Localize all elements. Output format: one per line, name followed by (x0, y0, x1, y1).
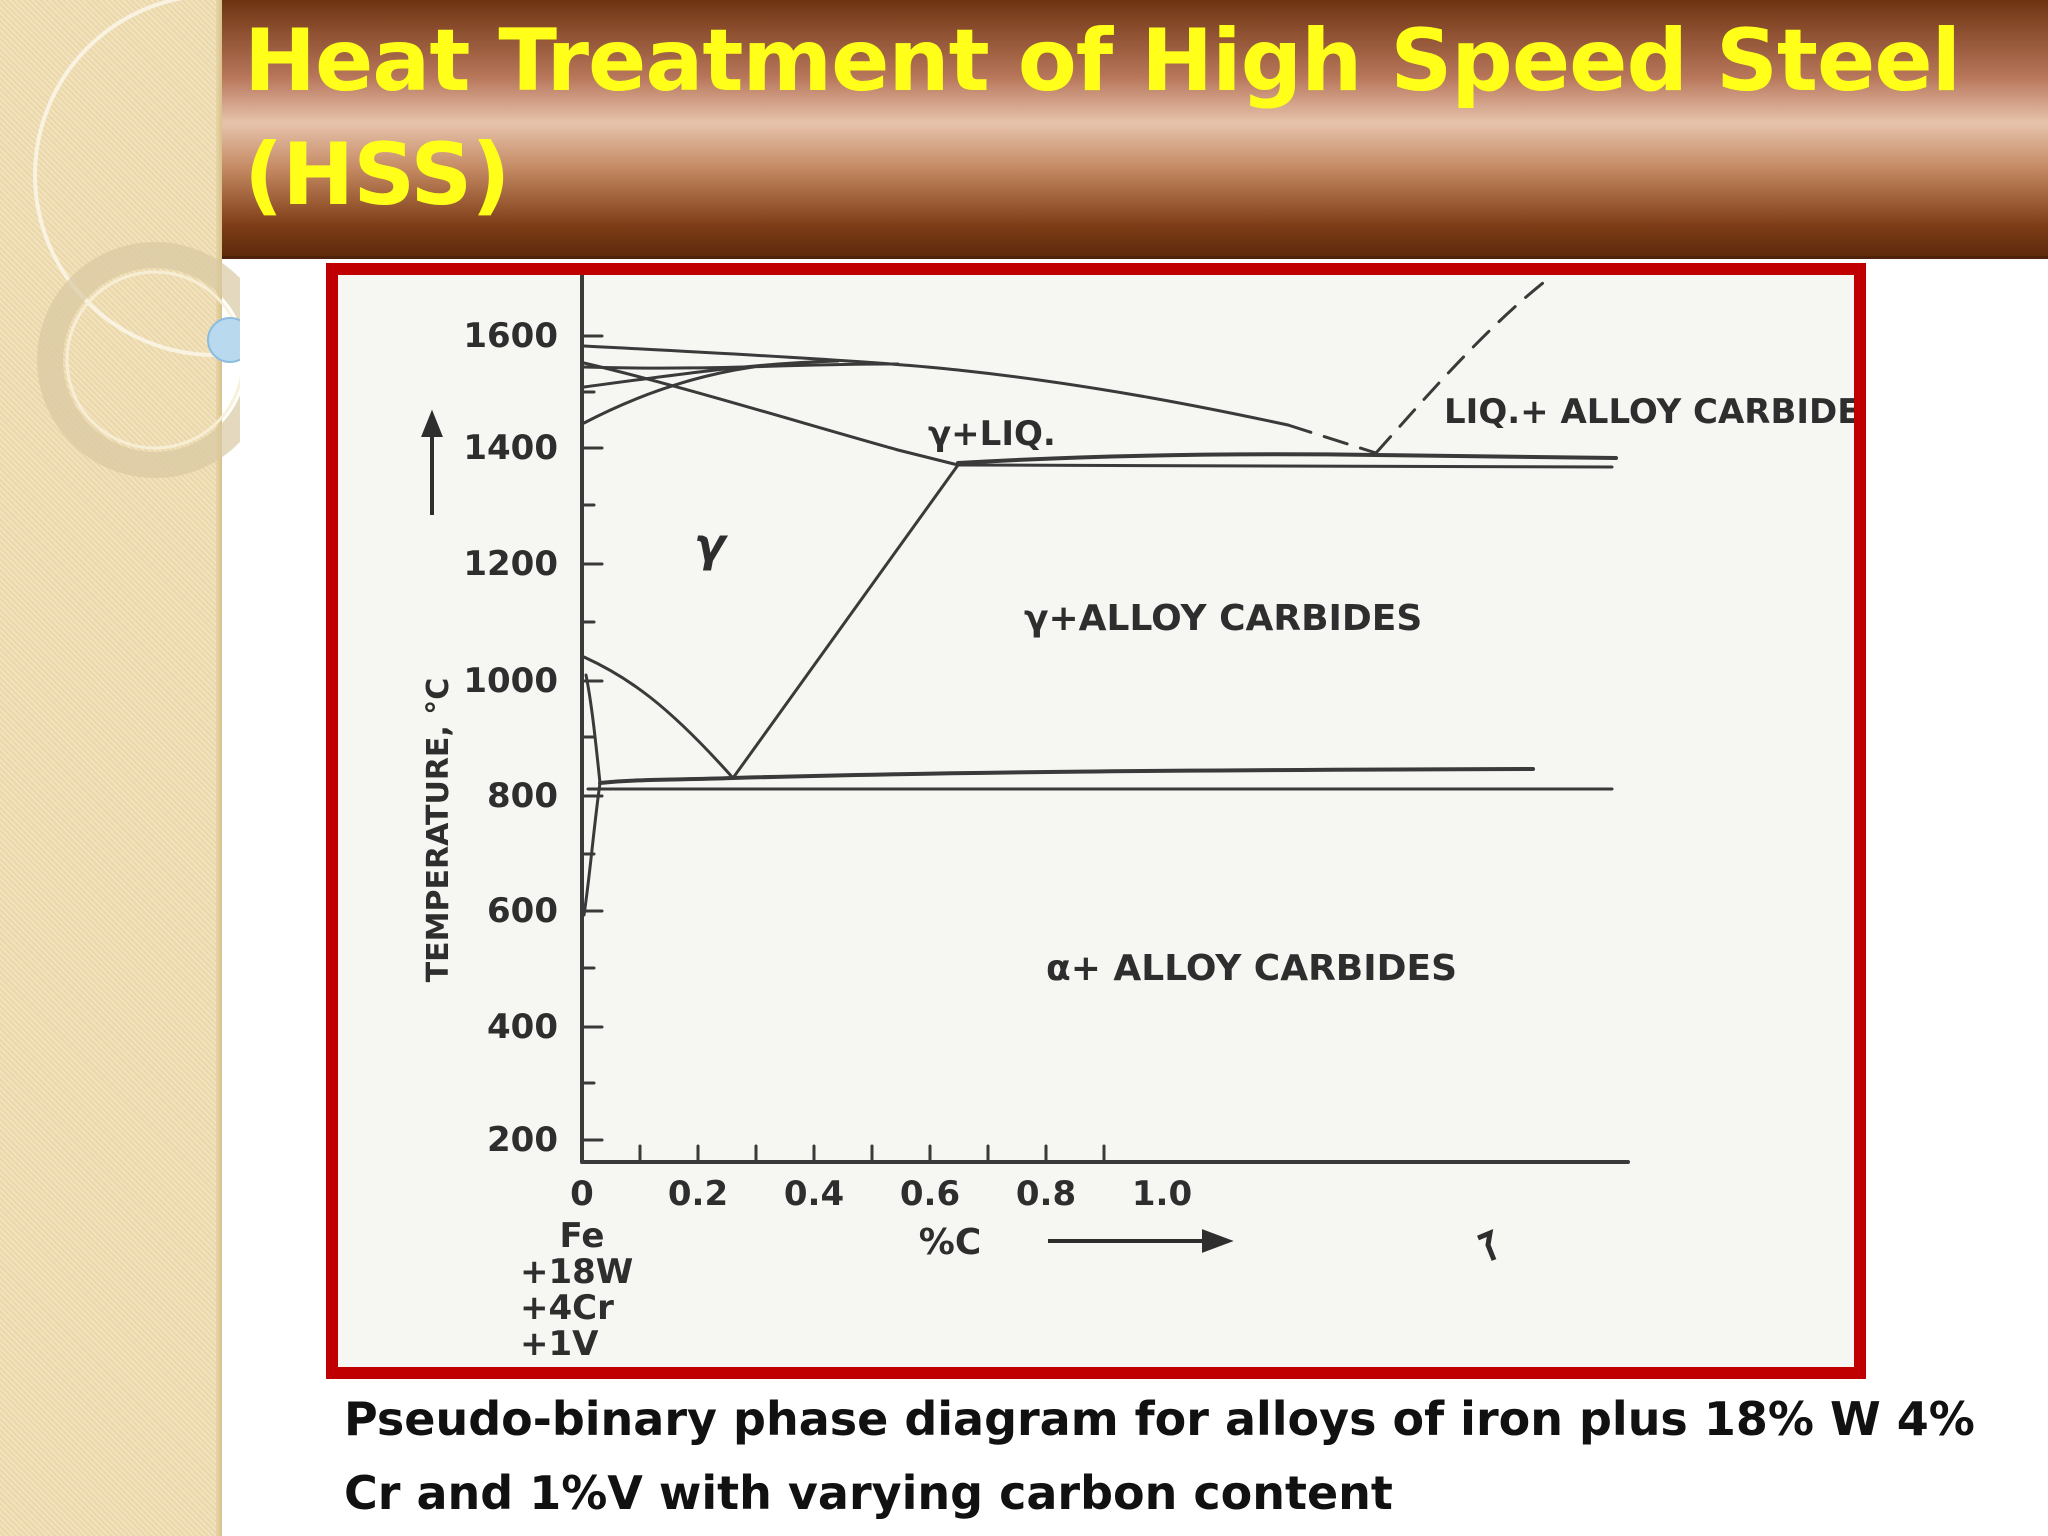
y-tick-labels: 1600 1400 1200 1000 800 600 400 200 (463, 316, 558, 1160)
bubble-dot (207, 317, 240, 363)
liquidus-dashed (1286, 423, 1378, 455)
ring-inner (65, 270, 240, 450)
title-bar (222, 0, 2048, 259)
x-tick-labels: 0 0.2 0.4 0.6 0.8 1.0 (570, 1174, 1192, 1214)
y-tick-label: 1000 (463, 661, 558, 701)
y-tick-label: 1400 (463, 428, 558, 468)
y-axis-label: TEMPERATURE, °C (421, 678, 456, 983)
origin-composition: Fe +18W +4Cr +1V (520, 1216, 633, 1364)
liquidus-carbide-dashed (1374, 275, 1555, 455)
figure-caption: Pseudo-binary phase diagram for alloys o… (344, 1392, 1975, 1520)
origin-line: +4Cr (520, 1288, 614, 1328)
x-tick-label: 0.4 (784, 1174, 844, 1214)
low-temp-curve (582, 781, 602, 917)
x-tick-label: 0.2 (668, 1174, 728, 1214)
liquidus-curve (582, 344, 1290, 427)
region-gamma-liquid: γ+LIQ. (928, 414, 1056, 454)
x-tick-label: 0.8 (1016, 1174, 1076, 1214)
y-tick-label: 1200 (463, 544, 558, 584)
a3-curve (582, 655, 735, 780)
y-tick-label: 200 (487, 1120, 558, 1160)
phase-diagram: 1600 1400 1200 1000 800 600 400 200 TEMP… (421, 275, 1854, 1364)
panel-edge (216, 0, 222, 1536)
region-liquid-carbides: LIQ.+ ALLOY CARBIDES (1444, 392, 1854, 432)
eutectoid-upper (598, 767, 1535, 785)
y-tick-label: 600 (487, 891, 558, 931)
slide-title: Heat Treatment of High Speed Steel (HSS) (244, 11, 1961, 225)
y-axis-arrow-icon (421, 409, 443, 515)
region-gamma: γ (694, 518, 729, 572)
decorative-rings (33, 0, 240, 478)
alpha-boundary (584, 673, 602, 785)
scan-mark-icon (1477, 1228, 1497, 1261)
x-axis-label: %C (919, 1222, 982, 1263)
y-tick-marks (580, 334, 604, 1142)
origin-line: Fe (560, 1216, 605, 1256)
ring-medium (37, 242, 240, 478)
x-tick-marks (638, 1144, 1106, 1164)
solidus-curve (582, 361, 960, 467)
eutectic-line-upper (956, 452, 1618, 465)
y-tick-label: 1600 (463, 316, 558, 356)
y-tick-label: 800 (487, 776, 558, 816)
origin-line: +1V (520, 1324, 599, 1364)
diagram-frame: 1600 1400 1200 1000 800 600 400 200 TEMP… (326, 263, 1866, 1379)
gamma-boundary (731, 463, 960, 780)
y-tick-label: 400 (487, 1007, 558, 1047)
x-tick-label: 0 (570, 1174, 594, 1214)
region-alpha-carbides: α+ ALLOY CARBIDES (1046, 948, 1457, 989)
x-tick-label: 0.6 (900, 1174, 960, 1214)
origin-line: +18W (520, 1252, 633, 1292)
x-tick-label: 1.0 (1132, 1174, 1192, 1214)
x-axis-arrow-icon (1048, 1229, 1234, 1253)
region-gamma-carbides: γ+ALLOY CARBIDES (1024, 598, 1422, 639)
upper-fan-curves (582, 359, 900, 425)
eutectic-line-lower (956, 463, 1614, 469)
